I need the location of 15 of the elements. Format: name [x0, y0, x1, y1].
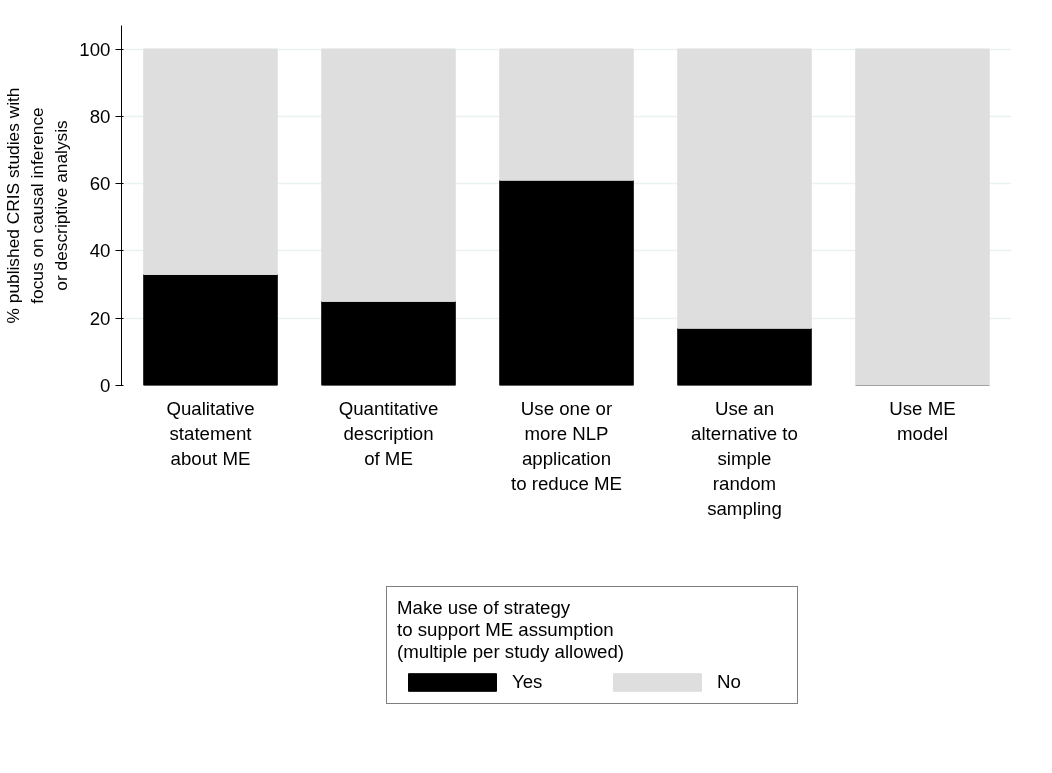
- x-tick-label: Use one or more NLP application to reduce ME: [511, 397, 622, 495]
- y-axis-title: % published CRIS studies with focus on causal inference or descriptive analysis: [3, 87, 72, 324]
- y-tick-label: 100: [79, 38, 111, 60]
- legend-title: Make use of strategy to support ME assumption (multiple per study allowed): [397, 597, 626, 663]
- x-tick-label: Use an alternative to simple random sampling: [691, 397, 798, 520]
- y-tick-label: 40: [89, 240, 111, 262]
- y-tick-label: 0: [100, 375, 111, 396]
- x-tick-label: Use ME model: [889, 397, 956, 444]
- legend-label: No: [717, 671, 742, 693]
- x-tick-label: Qualitative statement about ME: [166, 397, 255, 469]
- y-tick-label: 60: [89, 173, 111, 195]
- y-tick-label: 20: [89, 307, 111, 329]
- legend-label: Yes: [512, 671, 544, 693]
- y-tick-label: 80: [89, 105, 111, 127]
- x-tick-label: Quantitative description of ME: [338, 397, 439, 469]
